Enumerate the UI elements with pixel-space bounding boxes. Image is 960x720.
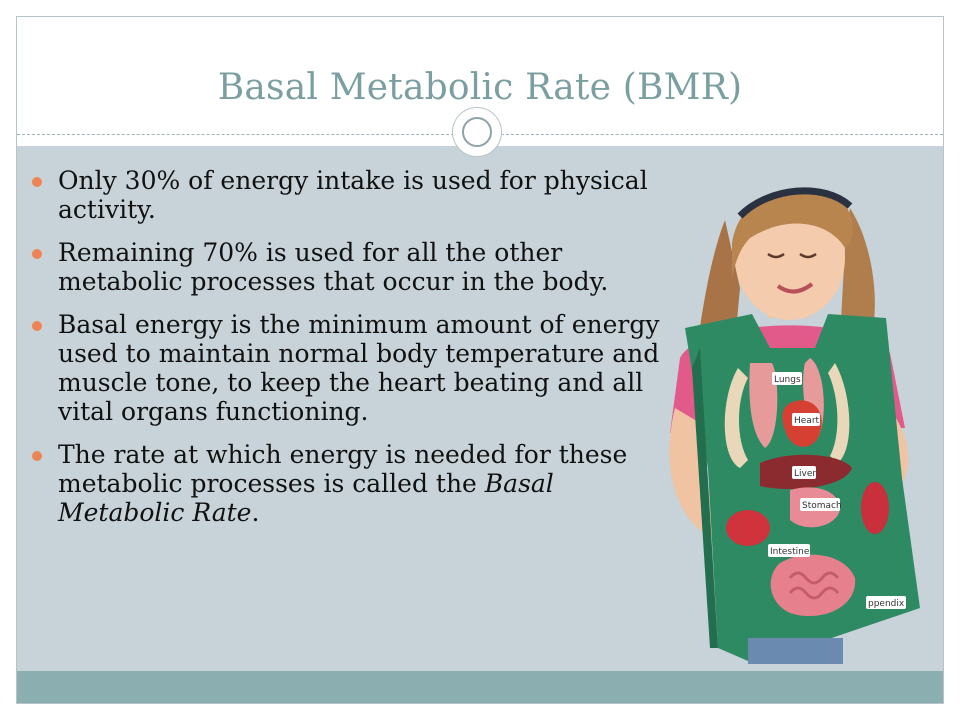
girl-with-organ-apron-photo: Lungs Heart Liver Stomach Intestine ppen… <box>669 187 920 664</box>
bullet-text: Remaining 70% is used for all the other … <box>58 238 609 296</box>
slide-title: Basal Metabolic Rate (BMR) <box>217 67 743 108</box>
intestine-coils <box>788 571 840 600</box>
bullet-item: Remaining 70% is used for all the other … <box>30 238 670 296</box>
inner-ring <box>462 117 492 147</box>
organ-label: Liver <box>794 469 816 479</box>
slide-frame <box>16 16 944 704</box>
organ-label-box <box>800 498 840 511</box>
bullet-item: Only 30% of energy intake is used for ph… <box>30 166 670 224</box>
apron-shade <box>692 348 718 648</box>
lungs <box>749 363 778 448</box>
organ-label: Heart <box>794 416 820 426</box>
bullet-dot-icon <box>32 249 42 259</box>
ribs-left <box>724 368 748 468</box>
bullet-text: Basal energy is the minimum amount of en… <box>58 310 660 426</box>
bullet-text: Only 30% of energy intake is used for ph… <box>58 166 648 224</box>
bullet-dot-icon <box>32 321 42 331</box>
ribs-right <box>828 363 850 463</box>
bullet-item: Basal energy is the minimum amount of en… <box>30 310 670 426</box>
intestines <box>770 554 856 617</box>
organ-label-box <box>772 372 802 385</box>
organ-label-box <box>792 466 816 479</box>
organ-label: ppendix <box>868 599 905 609</box>
bullet-emphasis: Basal Metabolic Rate <box>58 469 554 527</box>
organ-label: Intestine <box>770 547 810 557</box>
hand-organ <box>726 510 770 546</box>
bullet-dot-icon <box>32 177 42 187</box>
organ-label: Stomach <box>802 501 842 511</box>
circle-ornament-icon <box>452 107 502 157</box>
jeans <box>748 638 843 664</box>
headband <box>737 187 853 219</box>
organ-label-box <box>792 413 820 426</box>
footer-band <box>17 671 943 703</box>
bullet-item: The rate at which energy is needed for t… <box>30 440 670 527</box>
eye-right <box>799 252 817 259</box>
hair-front <box>732 188 853 278</box>
bullet-dot-icon <box>32 451 42 461</box>
eye-left <box>767 252 785 259</box>
organ-label-box <box>768 544 810 557</box>
bullet-text: The rate at which energy is needed for t… <box>58 440 628 498</box>
organ-label-box <box>866 596 906 609</box>
kidney <box>861 482 889 534</box>
smile <box>776 282 814 294</box>
bullet-end: . <box>251 498 260 527</box>
organ-label: Lungs <box>774 375 801 385</box>
bullet-list: Only 30% of energy intake is used for ph… <box>30 166 670 541</box>
